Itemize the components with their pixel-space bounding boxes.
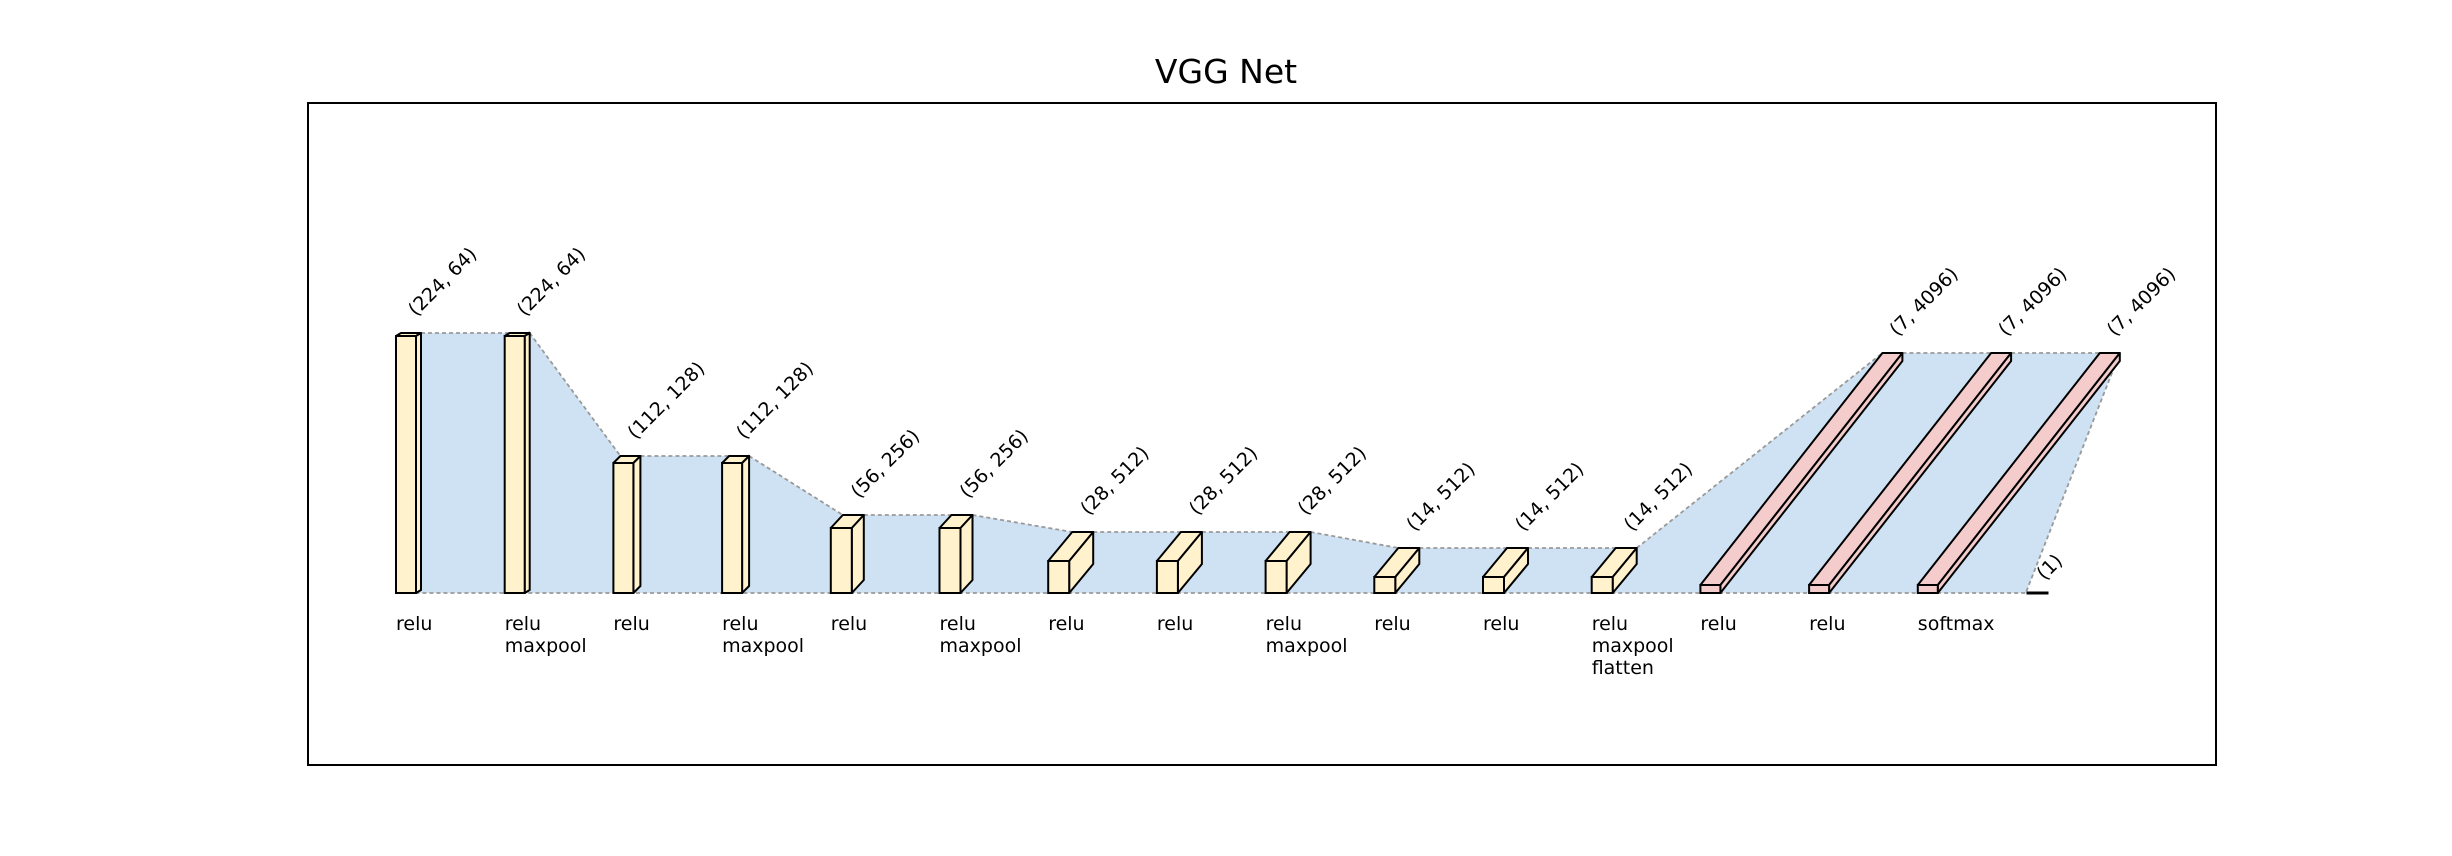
block-front-face — [938, 527, 962, 594]
activation-label: relu — [396, 613, 432, 635]
block-front-face — [1916, 584, 1939, 594]
connection-layer — [415, 330, 2121, 594]
activation-label: relu — [1809, 613, 1845, 635]
connection-9 — [1393, 547, 1509, 594]
block-front-face — [1264, 560, 1288, 594]
block-front-face — [1047, 560, 1071, 594]
connection-1 — [523, 330, 622, 594]
conv-block-4 — [829, 514, 865, 594]
dims-label: (7, 4096) — [1994, 263, 2071, 340]
conv-block-2 — [612, 455, 642, 594]
connection-11 — [1611, 352, 1884, 594]
block-side-face — [632, 455, 642, 594]
dims-label: (28, 512) — [1076, 442, 1153, 519]
activation-label: relu — [1374, 613, 1410, 635]
activation-label: flatten — [1592, 657, 1654, 679]
dims-label: (56, 256) — [955, 425, 1032, 502]
block-front-face — [503, 335, 526, 594]
activation-label: maxpool — [1266, 635, 1348, 657]
connection-3 — [741, 454, 844, 594]
conv-block-7 — [1155, 531, 1203, 594]
connection-12 — [1718, 352, 1993, 594]
dims-label: (7, 4096) — [1885, 263, 1962, 340]
conv-block-8 — [1264, 531, 1312, 594]
connection-10 — [1502, 547, 1618, 594]
activation-label: relu — [722, 613, 758, 635]
conv-block-9 — [1373, 547, 1421, 594]
block-front-face — [1482, 576, 1505, 594]
conv-block-6 — [1047, 531, 1095, 594]
connection-0 — [415, 332, 511, 594]
dims-label: (28, 512) — [1185, 442, 1262, 519]
block-front-face — [1373, 576, 1397, 594]
activation-label: relu — [1700, 613, 1736, 635]
block-side-face — [741, 455, 751, 594]
activation-label: relu — [1157, 613, 1193, 635]
activation-label: relu — [831, 613, 867, 635]
block-front-face — [1590, 576, 1614, 594]
block-front-face — [721, 462, 744, 594]
dims-label: (224, 64) — [513, 243, 590, 320]
dims-label: (14, 512) — [1402, 458, 1479, 535]
dense-block-13 — [1808, 352, 2013, 594]
dims-label: (14, 512) — [1511, 458, 1588, 535]
dims-label: (7, 4096) — [2103, 263, 2180, 340]
block-front-face — [829, 527, 853, 594]
dims-label: (56, 256) — [847, 425, 924, 502]
conv-block-10 — [1482, 547, 1529, 594]
activation-label: relu — [940, 613, 976, 635]
dims-label: (28, 512) — [1294, 442, 1371, 519]
activation-label: relu — [613, 613, 649, 635]
block-front-face — [612, 462, 635, 594]
dims-label: (112, 128) — [732, 358, 818, 444]
conv-block-5 — [938, 514, 974, 594]
activation-label: maxpool — [940, 635, 1022, 657]
activation-label: maxpool — [722, 635, 804, 657]
block-front-face — [1155, 560, 1179, 594]
block-front-face — [395, 335, 417, 594]
activation-label: relu — [1483, 613, 1519, 635]
activation-label: softmax — [1918, 613, 1995, 635]
conv-block-3 — [721, 455, 751, 594]
activation-label: relu — [1048, 613, 1084, 635]
conv-block-11 — [1590, 547, 1638, 594]
conv-block-1 — [503, 332, 531, 594]
connection-13 — [1827, 352, 2102, 594]
activation-label: relu — [1266, 613, 1302, 635]
block-side-face — [959, 514, 974, 594]
block-front-face — [1808, 584, 1831, 594]
plot-frame — [307, 102, 2217, 766]
block-layer — [395, 332, 2121, 595]
activation-label: relu — [1592, 613, 1628, 635]
activation-label: maxpool — [1592, 635, 1674, 657]
connection-2 — [632, 455, 731, 594]
conv-block-0 — [395, 332, 422, 594]
connection-4 — [850, 514, 953, 594]
dense-block-14 — [1916, 352, 2121, 594]
dims-label: (224, 64) — [404, 243, 481, 320]
diagram-title: VGG Net — [1154, 52, 1298, 91]
activation-label: relu — [505, 613, 541, 635]
block-front-face — [1699, 584, 1722, 594]
dense-block-12 — [1699, 352, 1904, 594]
activation-label: maxpool — [505, 635, 587, 657]
dims-label: (112, 128) — [623, 358, 709, 444]
block-side-face — [850, 514, 865, 594]
